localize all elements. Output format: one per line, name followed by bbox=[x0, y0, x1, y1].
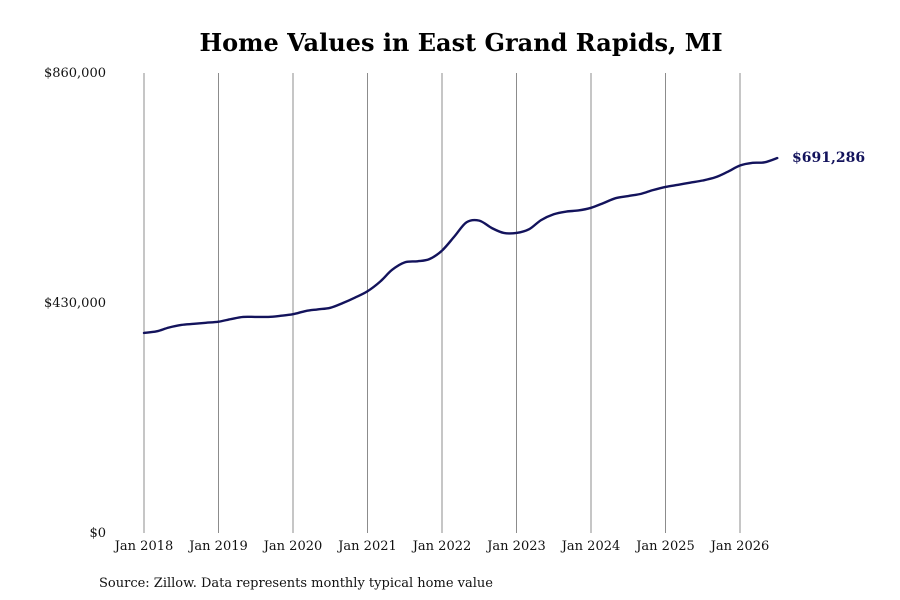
y-tick-label-2: $860,000 bbox=[44, 66, 106, 81]
source-note: Source: Zillow. Data represents monthly … bbox=[99, 576, 493, 591]
x-tick-label-2: Jan 2020 bbox=[262, 539, 323, 554]
x-tick-label-4: Jan 2022 bbox=[411, 539, 472, 554]
x-tick-label-6: Jan 2024 bbox=[560, 539, 621, 554]
x-axis-tick-labels: Jan 2018 Jan 2019 Jan 2020 Jan 2021 Jan 2022… bbox=[113, 539, 770, 554]
x-tick-label-3: Jan 2021 bbox=[336, 539, 397, 554]
series-lines bbox=[142, 156, 779, 335]
chart-title: Home Values in East Grand Rapids, MI bbox=[199, 28, 722, 57]
y-tick-label-0: $0 bbox=[89, 526, 106, 541]
end-value-label: $691,286 bbox=[792, 150, 865, 166]
vertical-gridlines bbox=[143, 73, 741, 533]
x-tick-label-5: Jan 2023 bbox=[485, 539, 546, 554]
x-tick-label-0: Jan 2018 bbox=[113, 539, 174, 554]
y-tick-label-1: $430,000 bbox=[44, 296, 106, 311]
x-tick-label-7: Jan 2025 bbox=[634, 539, 695, 554]
x-tick-label-8: Jan 2026 bbox=[709, 539, 770, 554]
x-tick-label-1: Jan 2019 bbox=[187, 539, 248, 554]
series-line-0 bbox=[142, 156, 779, 335]
y-axis-tick-labels: $0 $430,000 $860,000 bbox=[44, 66, 106, 541]
